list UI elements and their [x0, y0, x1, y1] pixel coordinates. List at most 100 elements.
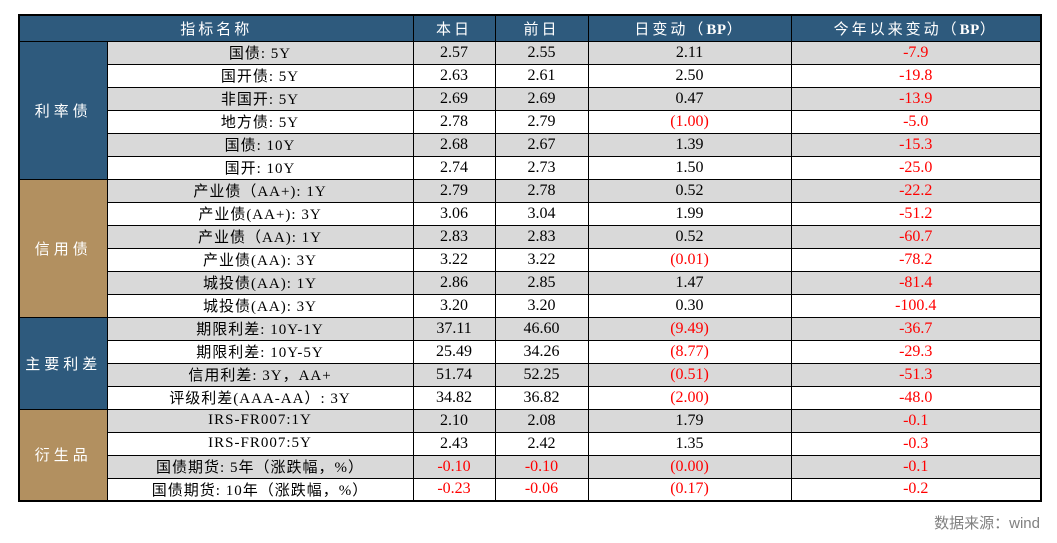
indicator-cell: 国债期货: 10年（涨跌幅，%）	[106, 477, 414, 502]
previous-day-cell: -0.10	[494, 454, 589, 479]
ytd-change-cell: -5.0	[790, 109, 1042, 134]
daily-change-cell: 2.50	[587, 63, 792, 88]
daily-change-cell: (0.17)	[587, 477, 792, 502]
today-cell: 2.78	[412, 109, 496, 134]
indicator-cell: 国债期货: 5年（涨跌幅，%）	[106, 454, 414, 479]
previous-day-cell: 2.69	[494, 86, 589, 111]
indicator-cell: 城投债(AA): 3Y	[106, 293, 414, 318]
ytd-change-cell: -7.9	[790, 40, 1042, 65]
ytd-change-cell: -81.4	[790, 270, 1042, 295]
indicator-cell: 产业债（AA): 1Y	[106, 224, 414, 249]
previous-day-cell: 2.78	[494, 178, 589, 203]
header-row: 指标名称 本日 前日 日变动（BP） 今年以来变动（BP）	[18, 14, 1042, 42]
daily-change-cell: (0.00)	[587, 454, 792, 479]
today-cell: 2.57	[412, 40, 496, 65]
today-cell: 25.49	[412, 339, 496, 364]
previous-day-cell: 2.61	[494, 63, 589, 88]
previous-day-cell: 2.73	[494, 155, 589, 180]
previous-day-cell: 34.26	[494, 339, 589, 364]
ytd-change-cell: -25.0	[790, 155, 1042, 180]
daily-change-cell: (1.00)	[587, 109, 792, 134]
indicator-cell: 国债: 10Y	[106, 132, 414, 157]
previous-day-cell: 2.67	[494, 132, 589, 157]
ytd-change-cell: -0.2	[790, 477, 1042, 502]
table-row: 主要利差 期限利差: 10Y-1Y 37.11 46.60 (9.49) -36.7	[18, 316, 1042, 410]
today-cell: 2.10	[412, 408, 496, 433]
daily-change-cell: (0.01)	[587, 247, 792, 272]
indicator-cell: 期限利差: 10Y-5Y	[106, 339, 414, 364]
ytd-change-cell: -13.9	[790, 86, 1042, 111]
today-cell: 3.20	[412, 293, 496, 318]
table-row: 非国开: 5Y 2.69 2.69 0.47 -13.9	[19, 86, 1042, 111]
previous-day-cell: -0.06	[494, 477, 589, 502]
today-cell: 2.86	[412, 270, 496, 295]
indicator-cell: 产业债(AA+): 3Y	[106, 201, 414, 226]
category-cell: 信用债	[18, 178, 108, 318]
ytd-change-cell: -100.4	[790, 293, 1042, 318]
daily-change-cell: (9.49)	[587, 316, 792, 341]
today-cell: -0.23	[412, 477, 496, 502]
indicator-cell: 国债: 5Y	[106, 40, 414, 65]
today-cell: 3.22	[412, 247, 496, 272]
ytd-change-cell: -0.3	[790, 431, 1042, 456]
indicator-cell: 国开债: 5Y	[106, 63, 414, 88]
indicator-cell: 信用利差: 3Y，AA+	[106, 362, 414, 387]
indicator-cell: 地方债: 5Y	[106, 109, 414, 134]
today-cell: 37.11	[412, 316, 496, 341]
today-cell: 2.74	[412, 155, 496, 180]
indicator-cell: IRS-FR007:5Y	[106, 431, 414, 456]
daily-change-cell: 0.30	[587, 293, 792, 318]
table-row: 信用利差: 3Y，AA+ 51.74 52.25 (0.51) -51.3	[19, 362, 1042, 387]
daily-change-cell: 1.47	[587, 270, 792, 295]
ytd-change-cell: -48.0	[790, 385, 1042, 410]
ytd-change-cell: -78.2	[790, 247, 1042, 272]
table-row: 利率债 国债: 5Y 2.57 2.55 2.11 -7.9	[18, 40, 1042, 180]
col-header-previous-day: 前日	[494, 14, 589, 42]
ytd-change-cell: -51.2	[790, 201, 1042, 226]
table-row: 国债期货: 10年（涨跌幅，%） -0.23 -0.06 (0.17) -0.2	[19, 477, 1042, 502]
col-header-indicator-name: 指标名称	[18, 14, 414, 42]
today-cell: 2.79	[412, 178, 496, 203]
indicator-cell: 产业债（AA+): 1Y	[106, 178, 414, 203]
table-row: 产业债(AA+): 3Y 3.06 3.04 1.99 -51.2	[19, 201, 1042, 226]
table-row: 产业债（AA): 1Y 2.83 2.83 0.52 -60.7	[19, 224, 1042, 249]
daily-change-cell: (0.51)	[587, 362, 792, 387]
daily-change-cell: 1.99	[587, 201, 792, 226]
today-cell: 51.74	[412, 362, 496, 387]
table-row: 信用债 产业债（AA+): 1Y 2.79 2.78 0.52 -22.2	[18, 178, 1042, 318]
today-cell: 34.82	[412, 385, 496, 410]
indicator-cell: 非国开: 5Y	[106, 86, 414, 111]
col-header-ytd-change-bp: 今年以来变动（BP）	[790, 14, 1042, 42]
today-cell: -0.10	[412, 454, 496, 479]
ytd-change-cell: -60.7	[790, 224, 1042, 249]
indicator-cell: 城投债(AA): 1Y	[106, 270, 414, 295]
table-row: 城投债(AA): 3Y 3.20 3.20 0.30 -100.4	[19, 293, 1042, 318]
indicator-cell: 评级利差(AAA-AA）: 3Y	[106, 385, 414, 410]
ytd-change-cell: -29.3	[790, 339, 1042, 364]
ytd-change-cell: -0.1	[790, 408, 1042, 433]
today-cell: 2.68	[412, 132, 496, 157]
table-row: 国债: 10Y 2.68 2.67 1.39 -15.3	[19, 132, 1042, 157]
indicator-cell: 产业债(AA): 3Y	[106, 247, 414, 272]
previous-day-cell: 46.60	[494, 316, 589, 341]
today-cell: 2.69	[412, 86, 496, 111]
ytd-change-cell: -0.1	[790, 454, 1042, 479]
previous-day-cell: 2.42	[494, 431, 589, 456]
table-row: 国债期货: 5年（涨跌幅，%） -0.10 -0.10 (0.00) -0.1	[19, 454, 1042, 479]
today-cell: 2.83	[412, 224, 496, 249]
category-cell: 主要利差	[18, 316, 108, 410]
table-row: 评级利差(AAA-AA）: 3Y 34.82 36.82 (2.00) -48.0	[19, 385, 1042, 410]
table-row: 期限利差: 10Y-5Y 25.49 34.26 (8.77) -29.3	[19, 339, 1042, 364]
table-row: 国开债: 5Y 2.63 2.61 2.50 -19.8	[19, 63, 1042, 88]
daily-change-cell: 0.52	[587, 178, 792, 203]
previous-day-cell: 52.25	[494, 362, 589, 387]
table-row: IRS-FR007:5Y 2.43 2.42 1.35 -0.3	[19, 431, 1042, 456]
category-cell: 衍生品	[18, 408, 108, 502]
daily-change-cell: 2.11	[587, 40, 792, 65]
previous-day-cell: 36.82	[494, 385, 589, 410]
bond-market-table: 指标名称 本日 前日 日变动（BP） 今年以来变动（BP） 利率债 国债: 5Y 2…	[18, 14, 1043, 502]
col-header-daily-change-bp: 日变动（BP）	[587, 14, 792, 42]
table-row: 衍生品 IRS-FR007:1Y 2.10 2.08 1.79 -0.1	[18, 408, 1042, 502]
category-cell: 利率债	[18, 40, 108, 180]
